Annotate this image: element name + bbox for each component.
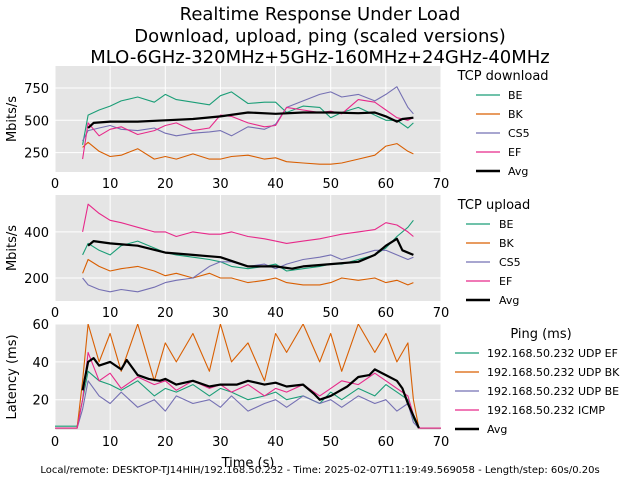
- plot-area: [55, 195, 441, 301]
- x-tick-label: 40: [267, 306, 284, 321]
- x-tick-label: 50: [322, 306, 339, 321]
- y-tick-label: 60: [32, 318, 49, 333]
- legend-entry: 192.168.50.232 UDP BK: [487, 366, 620, 379]
- x-tick-label: 30: [212, 435, 229, 450]
- title-line-3: MLO-6GHz-320MHz+5GHz-160MHz+24GHz-40MHz: [90, 47, 550, 68]
- legend-entry: Avg: [487, 423, 507, 436]
- legend-entry: BE: [499, 218, 514, 231]
- x-tick-label: 30: [212, 177, 229, 192]
- x-tick-label: 70: [433, 435, 450, 450]
- legend-title: TCP download: [456, 69, 548, 84]
- download-panel: 0 10 20 30 40 50 60 70 250 500 750 Mbits/s TCP downl…: [5, 66, 549, 192]
- y-tick-label: 40: [32, 356, 49, 371]
- footer-text: Local/remote: DESKTOP-TJ14HIH/192.168.50…: [40, 465, 599, 476]
- x-tick-label: 10: [102, 306, 119, 321]
- y-axis-label: Mbits/s: [5, 225, 20, 271]
- x-tick-label: 20: [157, 306, 174, 321]
- series-group: [55, 324, 441, 429]
- series-line-avg: [87, 237, 414, 270]
- y-tick-label: 500: [24, 114, 49, 129]
- x-tick-label: 40: [267, 435, 284, 450]
- title-line-1: Realtime Response Under Load: [180, 4, 461, 25]
- x-tick-label: 30: [212, 306, 229, 321]
- legend: TCP download BE BK CS5 EF Avg: [456, 69, 548, 178]
- legend-entry: EF: [499, 275, 512, 288]
- y-tick-label: 20: [32, 394, 49, 409]
- legend-title: TCP upload: [457, 198, 531, 213]
- y-tick-label: 750: [24, 82, 49, 97]
- legend-entry: CS5: [508, 127, 530, 140]
- x-tick-label: 0: [51, 177, 59, 192]
- x-tick-label: 40: [267, 177, 284, 192]
- x-tick-label: 70: [433, 177, 450, 192]
- x-tick-label: 0: [51, 306, 59, 321]
- x-tick-label: 50: [322, 435, 339, 450]
- y-tick-label: 250: [24, 147, 49, 162]
- y-tick-label: 400: [24, 226, 49, 241]
- legend-entry: BK: [508, 108, 524, 121]
- x-tick-label: 20: [157, 435, 174, 450]
- legend-entry: 192.168.50.232 UDP EF: [487, 347, 618, 360]
- y-axis-label: Mbits/s: [5, 96, 20, 142]
- x-axis-label: Time (s): [221, 456, 275, 471]
- x-tick-label: 20: [157, 177, 174, 192]
- title-line-2: Download, upload, ping (scaled versions): [134, 26, 506, 47]
- legend-entry: 192.168.50.232 UDP BE: [487, 385, 619, 398]
- series-line-0: [55, 370, 441, 429]
- series-line-2: [55, 380, 441, 429]
- x-tick-label: 10: [102, 177, 119, 192]
- legend-entry: BE: [508, 89, 523, 102]
- legend-entry: BK: [499, 237, 515, 250]
- y-axis-label: Latency (ms): [5, 334, 20, 419]
- series-line-3: [82, 203, 414, 244]
- x-tick-label: 60: [378, 435, 395, 450]
- series-line-avg: [87, 111, 414, 129]
- x-tick-label: 70: [433, 306, 450, 321]
- legend-entry: Avg: [499, 294, 519, 307]
- x-tick-label: 0: [51, 435, 59, 450]
- y-tick-label: 200: [24, 272, 49, 287]
- x-tick-label: 60: [378, 177, 395, 192]
- x-tick-label: 60: [378, 306, 395, 321]
- legend-entry: 192.168.50.232 ICMP: [487, 404, 605, 417]
- plot-area: [55, 324, 441, 430]
- legend-title: Ping (ms): [510, 327, 571, 342]
- series-group: [82, 203, 414, 293]
- legend-entry: EF: [508, 146, 521, 159]
- series-group: [82, 86, 414, 165]
- ping-panel: 0 10 20 30 40 50 60 70 20 40 60 Latency (ms) Time (s…: [5, 318, 620, 471]
- x-tick-label: 50: [322, 177, 339, 192]
- series-line-1: [55, 324, 441, 429]
- legend: Ping (ms) 192.168.50.232 UDP EF 192.168.50…: [455, 327, 620, 436]
- x-tick-label: 10: [102, 435, 119, 450]
- legend: TCP upload BE BK CS5 EF Avg: [457, 198, 531, 307]
- series-line-3: [82, 99, 414, 160]
- series-line-1: [82, 258, 414, 286]
- legend-entry: Avg: [508, 165, 528, 178]
- series-line-3: [55, 351, 441, 429]
- legend-entry: CS5: [499, 256, 521, 269]
- upload-panel: 0 10 20 30 40 50 60 70 200 400 Mbits/s TCP upload BE…: [5, 195, 530, 321]
- figure-title: Realtime Response Under Load Download, u…: [90, 4, 550, 68]
- series-line-1: [82, 141, 414, 165]
- series-line-avg: [81, 357, 420, 429]
